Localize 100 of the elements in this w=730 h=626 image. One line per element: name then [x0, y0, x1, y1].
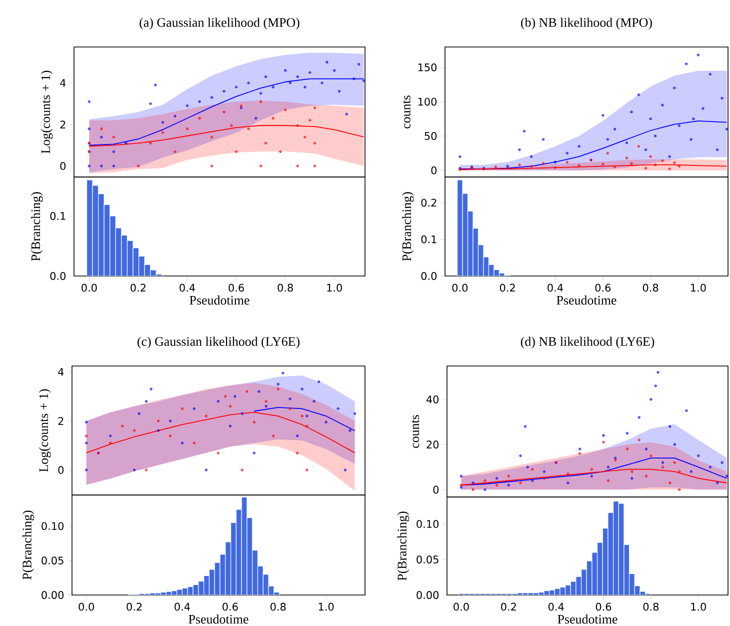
point: [308, 119, 312, 122]
point: [507, 484, 510, 486]
point: [656, 371, 660, 374]
point: [264, 404, 268, 408]
point: [708, 72, 712, 76]
point: [222, 90, 226, 93]
chart-title: (a) Gaussian likelihood (MPO): [140, 18, 300, 30]
point: [542, 477, 546, 480]
y-tick-label: 2: [58, 417, 64, 425]
point: [306, 414, 308, 418]
point: [228, 404, 232, 408]
point: [313, 106, 316, 110]
point: [258, 390, 260, 393]
point: [204, 468, 208, 472]
point: [662, 466, 664, 468]
x-tick-label: 0.0: [82, 284, 97, 292]
point: [614, 128, 616, 130]
chart-title: (c) Gaussian likelihood (LY6E): [138, 336, 300, 348]
y-tick-label: 4: [58, 368, 64, 376]
point: [240, 412, 244, 415]
y-tick-label: 0: [433, 486, 439, 494]
point: [606, 152, 609, 154]
line-series: [86, 412, 356, 454]
point: [542, 138, 545, 141]
point: [192, 407, 196, 410]
point: [472, 488, 474, 491]
x-tick-label: 0.0: [78, 602, 94, 611]
y-tick-label: 0.2: [421, 198, 436, 207]
point: [222, 110, 226, 114]
point: [326, 60, 328, 64]
x-tick-label: 0.2: [500, 284, 515, 292]
point: [192, 442, 196, 444]
x-tick-label: 0.6: [596, 602, 612, 611]
y-tick-label: 0.05: [416, 556, 438, 564]
point: [484, 488, 486, 491]
point: [235, 150, 238, 153]
point: [288, 407, 292, 410]
point: [531, 468, 534, 471]
point: [240, 104, 242, 108]
point: [566, 152, 568, 154]
y-tick-label: 0.00: [416, 591, 439, 599]
point: [282, 372, 284, 374]
point: [240, 468, 244, 472]
point: [650, 454, 652, 458]
point: [85, 420, 88, 424]
point: [606, 466, 610, 468]
point: [109, 442, 112, 444]
y-axis-title: counts: [403, 96, 410, 128]
point: [590, 474, 593, 478]
point: [649, 155, 652, 158]
point: [112, 150, 116, 153]
point: [124, 142, 128, 144]
y-tick-label: 0.0: [50, 272, 66, 280]
point: [145, 400, 148, 403]
point: [720, 461, 724, 464]
y-tick-label: 100: [418, 98, 437, 106]
point: [174, 114, 176, 118]
point: [276, 388, 280, 390]
y-tick-label: 2: [60, 120, 66, 128]
x-tick-label: 0.4: [174, 602, 190, 611]
point: [690, 470, 693, 473]
point: [602, 162, 604, 166]
point: [661, 104, 664, 106]
point: [210, 136, 214, 138]
point: [630, 477, 634, 480]
point: [198, 116, 201, 120]
point: [333, 69, 336, 72]
y-tick-label: 0: [431, 166, 437, 174]
point: [708, 466, 712, 468]
point: [460, 486, 463, 489]
point: [519, 454, 522, 458]
point: [320, 82, 324, 84]
point: [254, 116, 258, 120]
y-axis-title: P(Branching): [22, 510, 34, 580]
point: [518, 148, 521, 152]
x-tick-label: 0.2: [130, 284, 146, 292]
point: [264, 75, 268, 78]
point: [496, 484, 498, 486]
point: [186, 128, 189, 130]
x-tick-label: 1.0: [691, 602, 706, 611]
point: [638, 416, 640, 419]
point: [112, 164, 116, 168]
point: [296, 164, 299, 168]
point: [345, 112, 348, 116]
point: [685, 409, 688, 412]
point: [522, 130, 526, 132]
y-tick-label: 0.1: [50, 212, 66, 220]
point: [519, 482, 522, 484]
point: [324, 420, 328, 424]
point: [554, 160, 557, 164]
point: [654, 164, 657, 166]
point: [168, 434, 172, 438]
point: [235, 86, 238, 88]
point: [348, 429, 352, 432]
y-tick-label: 0: [58, 466, 64, 474]
point: [626, 448, 629, 450]
point: [554, 166, 557, 169]
point: [678, 124, 680, 127]
point: [168, 420, 172, 422]
point: [252, 452, 256, 454]
